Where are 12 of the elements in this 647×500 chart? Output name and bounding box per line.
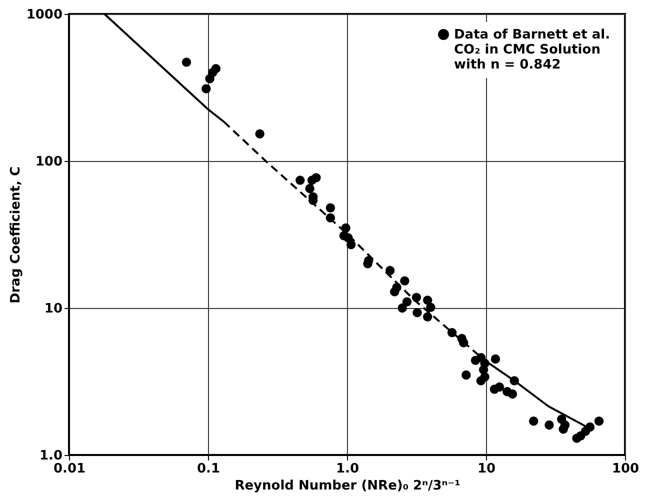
y-tick-label: 100 — [35, 154, 62, 170]
y-axis-title: Drag Coefficient, C — [8, 166, 24, 304]
x-tick-label: 0.01 — [53, 462, 86, 476]
y-tick-label: 1000 — [26, 8, 62, 22]
x-axis-title: Reynold Number (NRe)₀ 2ⁿ/3ⁿ⁻¹ — [234, 478, 460, 494]
legend-label: Data of Barnett et al. CO₂ in CMC Solution with n = 0.842 — [454, 28, 610, 72]
x-tick-label: 0.1 — [196, 462, 220, 476]
x-tick-label: 100 — [612, 462, 640, 476]
y-tick-label: 1.0 — [39, 448, 62, 464]
x-tick-label: 1.0 — [336, 462, 360, 476]
x-tick-label: 10 — [477, 462, 496, 476]
y-tick-label: 10 — [44, 302, 62, 316]
